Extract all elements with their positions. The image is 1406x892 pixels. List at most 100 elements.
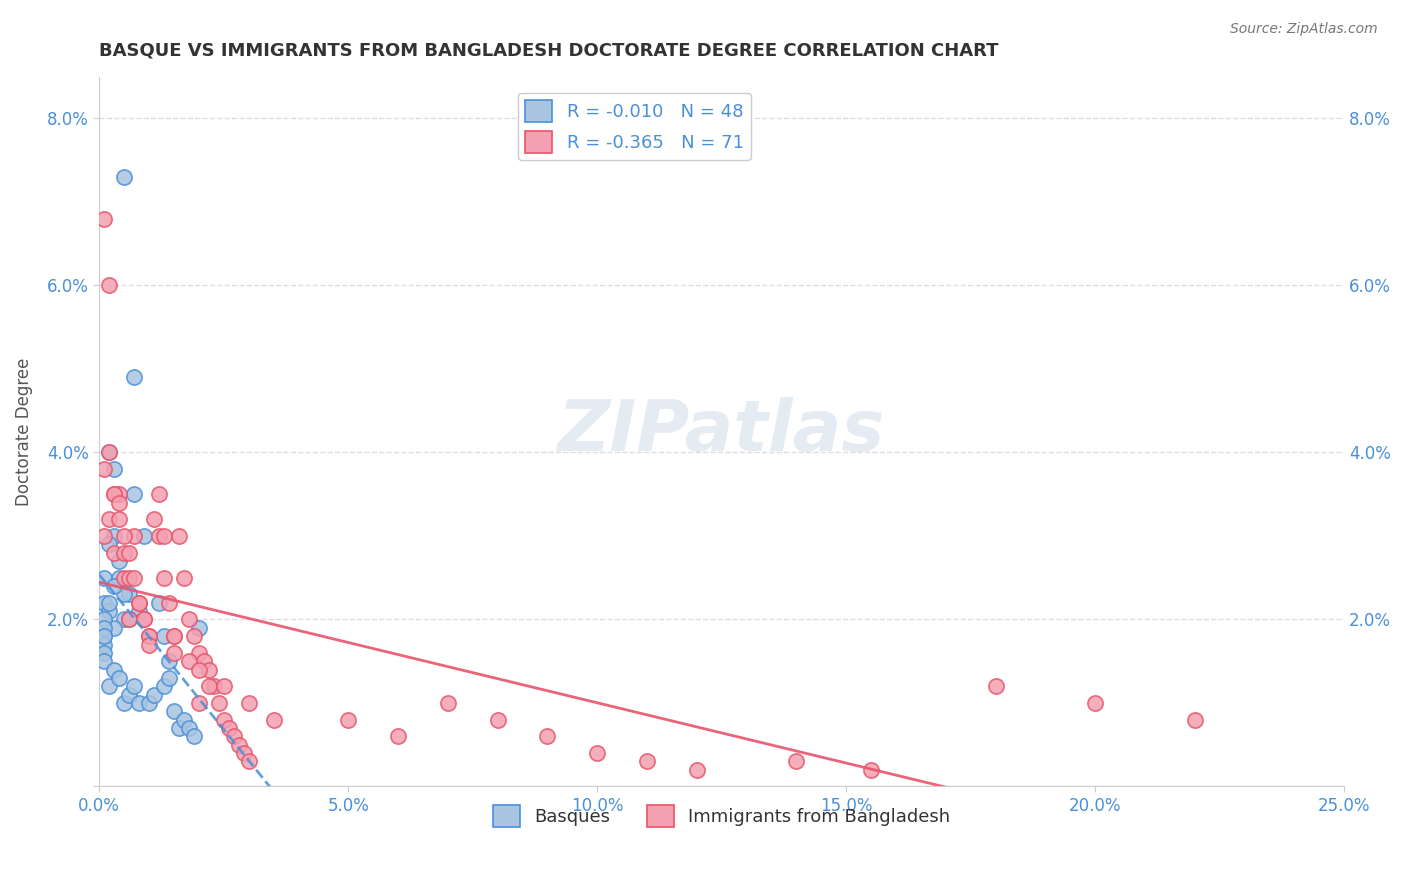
Point [183, 730, 205, 744]
Point [98, 604, 121, 618]
Point [118, 612, 141, 626]
Point [148, 596, 170, 610]
Point [337, 713, 360, 727]
Text: Source: ZipAtlas.com: Source: ZipAtlas.com [1230, 22, 1378, 37]
Point [212, 713, 235, 727]
Point [202, 679, 225, 693]
Point [636, 755, 658, 769]
Point [103, 621, 125, 635]
Point [187, 696, 209, 710]
Point [143, 512, 166, 526]
Point [228, 738, 250, 752]
Point [98, 537, 121, 551]
Point [112, 587, 135, 601]
Point [1184, 713, 1206, 727]
Text: BASQUE VS IMMIGRANTS FROM BANGLADESH DOCTORATE DEGREE CORRELATION CHART: BASQUE VS IMMIGRANTS FROM BANGLADESH DOC… [100, 42, 998, 60]
Point [193, 654, 215, 668]
Point [103, 579, 125, 593]
Point [93, 629, 115, 643]
Point [98, 596, 121, 610]
Point [108, 571, 131, 585]
Point [108, 554, 131, 568]
Point [387, 730, 409, 744]
Point [103, 487, 125, 501]
Point [173, 713, 195, 727]
Point [128, 604, 150, 618]
Point [177, 654, 200, 668]
Point [198, 679, 221, 693]
Point [112, 546, 135, 560]
Point [187, 663, 209, 677]
Point [263, 713, 285, 727]
Point [232, 746, 254, 760]
Point [218, 721, 240, 735]
Point [222, 730, 245, 744]
Point [122, 487, 145, 501]
Point [103, 529, 125, 543]
Point [98, 445, 121, 459]
Point [93, 621, 115, 635]
Point [118, 612, 141, 626]
Point [128, 596, 150, 610]
Point [93, 571, 115, 585]
Point [103, 487, 125, 501]
Point [785, 755, 807, 769]
Point [103, 462, 125, 476]
Point [103, 546, 125, 560]
Point [437, 696, 460, 710]
Point [118, 571, 141, 585]
Point [860, 763, 883, 777]
Point [153, 679, 176, 693]
Point [167, 529, 190, 543]
Point [93, 654, 115, 668]
Point [187, 621, 209, 635]
Legend: Basques, Immigrants from Bangladesh: Basques, Immigrants from Bangladesh [486, 797, 957, 834]
Point [128, 696, 150, 710]
Point [212, 679, 235, 693]
Point [157, 654, 180, 668]
Point [138, 629, 160, 643]
Point [586, 746, 609, 760]
Point [112, 529, 135, 543]
Point [486, 713, 509, 727]
Point [108, 512, 131, 526]
Point [128, 596, 150, 610]
Point [163, 629, 186, 643]
Point [138, 629, 160, 643]
Point [118, 587, 141, 601]
Point [98, 278, 121, 293]
Point [108, 487, 131, 501]
Point [177, 721, 200, 735]
Point [238, 755, 260, 769]
Point [198, 663, 221, 677]
Point [93, 646, 115, 660]
Point [118, 546, 141, 560]
Point [984, 679, 1007, 693]
Point [187, 646, 209, 660]
Point [163, 629, 186, 643]
Point [686, 763, 709, 777]
Point [138, 696, 160, 710]
Point [108, 671, 131, 685]
Point [112, 169, 135, 184]
Point [93, 638, 115, 652]
Point [112, 571, 135, 585]
Point [98, 679, 121, 693]
Point [536, 730, 558, 744]
Point [122, 370, 145, 384]
Point [157, 596, 180, 610]
Point [177, 612, 200, 626]
Point [163, 704, 186, 718]
Point [118, 688, 141, 702]
Point [148, 529, 170, 543]
Point [134, 529, 156, 543]
Point [93, 612, 115, 626]
Point [143, 688, 166, 702]
Point [98, 445, 121, 459]
Point [134, 612, 156, 626]
Point [153, 529, 176, 543]
Point [163, 646, 186, 660]
Point [167, 721, 190, 735]
Point [108, 495, 131, 509]
Point [148, 487, 170, 501]
